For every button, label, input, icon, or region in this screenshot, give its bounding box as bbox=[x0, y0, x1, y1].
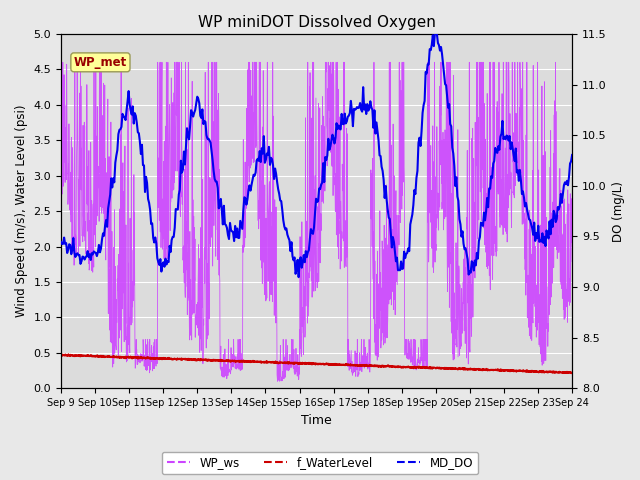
Title: WP miniDOT Dissolved Oxygen: WP miniDOT Dissolved Oxygen bbox=[198, 15, 435, 30]
Legend: WP_ws, f_WaterLevel, MD_DO: WP_ws, f_WaterLevel, MD_DO bbox=[162, 452, 478, 474]
Y-axis label: Wind Speed (m/s), Water Level (psi): Wind Speed (m/s), Water Level (psi) bbox=[15, 105, 28, 317]
X-axis label: Time: Time bbox=[301, 414, 332, 427]
Y-axis label: DO (mg/L): DO (mg/L) bbox=[612, 180, 625, 241]
Text: WP_met: WP_met bbox=[74, 56, 127, 69]
